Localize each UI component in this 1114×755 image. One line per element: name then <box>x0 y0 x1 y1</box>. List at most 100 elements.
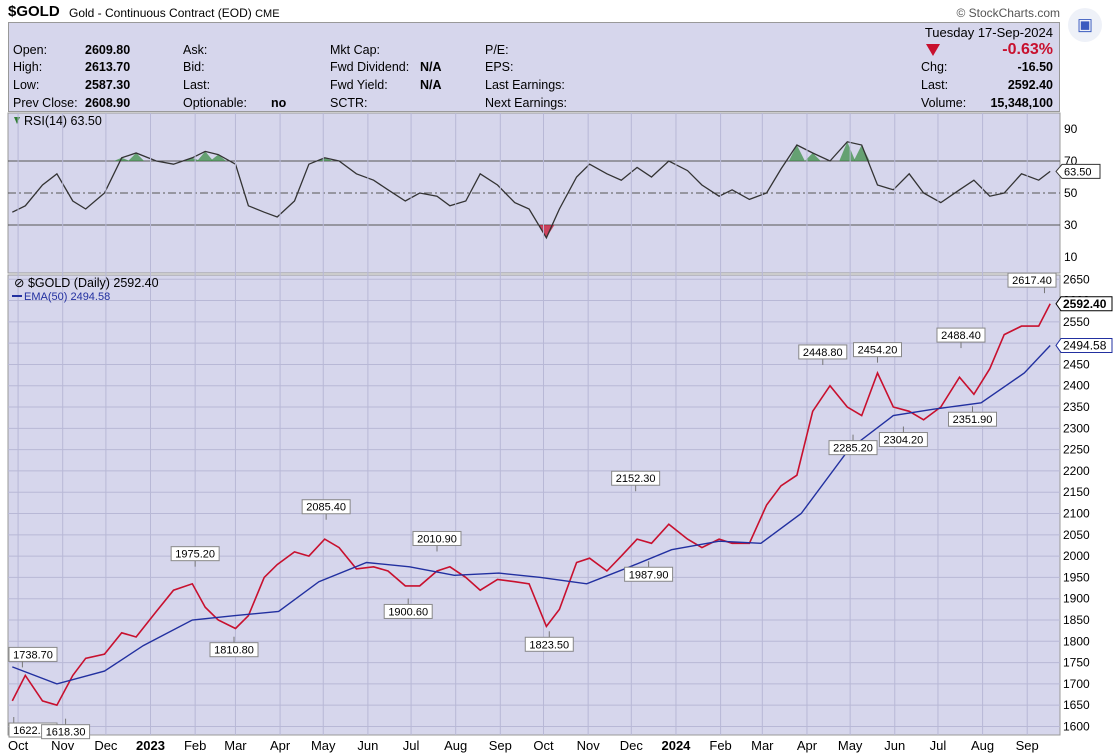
price-annotation: 1810.80 <box>209 636 259 658</box>
x-tick-label: Jun <box>884 738 905 753</box>
rsi-tick-label: 90 <box>1064 122 1078 136</box>
price-tick-label: 1700 <box>1063 677 1090 691</box>
prev-close-label: Prev Close: <box>13 96 78 110</box>
price-annotation: 2285.20 <box>828 434 878 456</box>
x-tick-label: 2023 <box>136 738 165 753</box>
symbol-description: Gold - Continuous Contract (EOD) CME <box>69 6 280 20</box>
x-tick-label: Nov <box>51 738 75 753</box>
high-label: High: <box>13 60 43 74</box>
rsi-extreme-fill <box>316 157 333 161</box>
price-annotation: 2448.80 <box>798 344 848 365</box>
x-tick-label: Mar <box>224 738 247 753</box>
x-tick-label: Sep <box>1016 738 1039 753</box>
rsi-extreme-fill <box>853 145 870 161</box>
pe-label: P/E: <box>485 43 509 57</box>
optionable-label: Optionable: <box>183 96 247 110</box>
price-tick-label: 2300 <box>1063 421 1090 435</box>
price-annotation: 2454.20 <box>852 342 902 363</box>
fwd-yield-label: Fwd Yield: <box>330 78 388 92</box>
x-tick-label: Sep <box>489 738 512 753</box>
screenshot-icon: ▣ <box>1076 15 1094 34</box>
volume-value: 15,348,100 <box>990 96 1053 110</box>
price-tick-label: 2100 <box>1063 507 1090 521</box>
rsi-extreme-fill <box>210 154 227 161</box>
price-background <box>7 274 1061 736</box>
x-tick-label: Jul <box>930 738 947 753</box>
low-value: 2587.30 <box>85 78 131 92</box>
price-tick-label: 2450 <box>1063 357 1090 371</box>
x-tick-label: Dec <box>94 738 118 753</box>
annotation-label: 1810.80 <box>214 645 254 657</box>
rsi-extreme-fill <box>184 157 201 161</box>
price-tick-label: 2000 <box>1063 549 1090 563</box>
bid-label: Bid: <box>183 60 205 74</box>
annotation-label: 2448.80 <box>803 347 843 359</box>
annotation-label: 2351.90 <box>953 414 993 426</box>
annotation-label: 2617.40 <box>1012 275 1052 287</box>
annotation-label: 1738.70 <box>13 649 53 661</box>
price-tick-label: 1900 <box>1063 592 1090 606</box>
price-tick-label: 2150 <box>1063 485 1090 499</box>
x-tick-label: Jul <box>403 738 420 753</box>
x-tick-label: Feb <box>184 738 206 753</box>
x-tick-label: Aug <box>444 738 467 753</box>
rsi-extreme-fill <box>128 153 145 161</box>
down-arrow-icon <box>926 44 940 56</box>
change-percent: -0.63% <box>1002 41 1053 58</box>
last-price-marker: 2592.40 <box>1055 296 1113 312</box>
price-tick-label: 1750 <box>1063 656 1090 670</box>
high-value: 2613.70 <box>85 60 131 74</box>
price-annotation: 2085.40 <box>301 499 351 520</box>
fwd-yield-value: N/A <box>420 78 442 92</box>
rsi-extreme-fill <box>804 153 821 161</box>
last-label: Last: <box>183 78 211 92</box>
rsi-tick-label: 50 <box>1064 186 1078 200</box>
rsi-extreme-fill <box>113 157 130 161</box>
price-tick-label: 2200 <box>1063 464 1090 478</box>
rsi-line <box>12 141 1051 240</box>
volume-label: Volume: <box>921 96 967 110</box>
fwd-dividend-label: Fwd Dividend: <box>330 60 410 74</box>
annotation-label: 2085.40 <box>306 502 346 514</box>
annotation-label: 2152.30 <box>616 473 656 485</box>
x-tick-label: Apr <box>270 738 291 753</box>
price-annotation: 1823.50 <box>524 631 574 652</box>
chg-value: -16.50 <box>1017 60 1053 74</box>
snapshot-button[interactable]: ▣ <box>1068 8 1102 42</box>
chart-title-bar: $GOLD Gold - Continuous Contract (EOD) C… <box>0 0 1060 22</box>
price-annotation: 2010.90 <box>412 530 462 552</box>
x-tick-label: 2024 <box>661 738 691 753</box>
rsi-background <box>7 112 1061 274</box>
annotation-label: 2304.20 <box>884 435 924 447</box>
annotation-label: 1975.20 <box>175 549 215 561</box>
low-label: Low: <box>13 78 40 92</box>
price-annotation: 2351.90 <box>948 406 998 427</box>
ema-marker: 2494.58 <box>1055 337 1113 353</box>
rsi-extreme-fill <box>197 151 214 161</box>
last-price-value: 2592.40 <box>1007 78 1053 92</box>
ask-label: Ask: <box>183 43 208 57</box>
last-price-label: Last: <box>921 78 949 92</box>
symbol: $GOLD <box>8 3 60 20</box>
price-tick-label: 2650 <box>1063 272 1090 286</box>
annotation-label: 2285.20 <box>833 443 873 455</box>
price-tick-label: 2350 <box>1063 400 1090 414</box>
optionable-value: no <box>271 96 287 110</box>
price-tick-label: 2250 <box>1063 443 1090 457</box>
x-tick-label: Oct <box>8 738 29 753</box>
x-tick-label: Aug <box>971 738 994 753</box>
prev-close-value: 2608.90 <box>85 96 131 110</box>
x-tick-label: Apr <box>797 738 818 753</box>
price-annotation: 1618.30 <box>41 718 91 740</box>
price-title: ⊘ $GOLD (Daily) 2592.40 <box>14 276 159 290</box>
price-tick-label: 1800 <box>1063 634 1090 648</box>
x-tick-label: Mar <box>751 738 774 753</box>
next-earnings-label: Next Earnings: <box>485 96 567 110</box>
price-annotation: 2304.20 <box>878 426 928 448</box>
price-tick-label: 2550 <box>1063 315 1090 329</box>
price-tick-label: 1950 <box>1063 570 1090 584</box>
eps-label: EPS: <box>485 60 514 74</box>
rsi-last-marker: 63.50 <box>1055 163 1101 179</box>
x-tick-label: Dec <box>620 738 644 753</box>
rsi-tick-label: 10 <box>1064 250 1078 264</box>
